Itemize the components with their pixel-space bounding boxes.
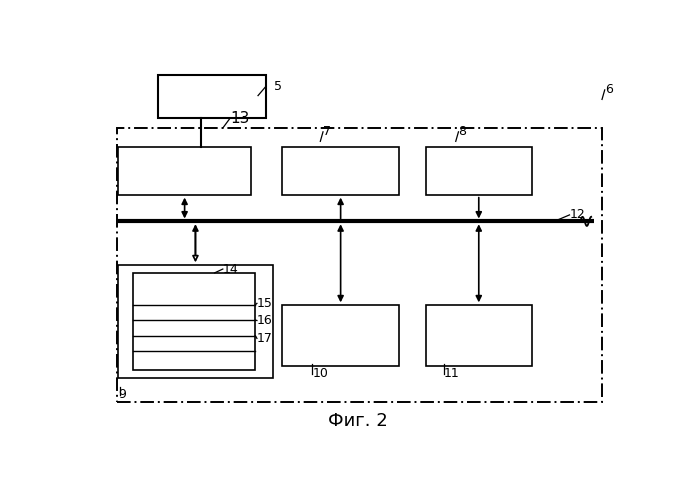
FancyBboxPatch shape [134,273,255,370]
Text: 9: 9 [118,388,126,401]
Text: 10: 10 [312,367,328,380]
Text: Фиг. 2: Фиг. 2 [329,412,388,431]
Text: 13: 13 [230,111,250,126]
FancyBboxPatch shape [426,147,532,195]
Text: 12: 12 [570,208,585,221]
FancyBboxPatch shape [118,147,251,195]
Text: 16: 16 [257,314,273,327]
FancyBboxPatch shape [158,75,266,118]
Text: 15: 15 [257,297,273,310]
Text: 7: 7 [323,125,331,138]
FancyBboxPatch shape [426,305,532,366]
Text: 14: 14 [223,262,238,276]
Text: 6: 6 [605,83,612,97]
Text: 8: 8 [459,125,466,138]
Text: 5: 5 [274,80,282,93]
Text: 17: 17 [257,332,273,345]
Text: 11: 11 [444,367,459,380]
FancyBboxPatch shape [282,147,399,195]
FancyBboxPatch shape [118,265,273,378]
FancyBboxPatch shape [282,305,399,366]
